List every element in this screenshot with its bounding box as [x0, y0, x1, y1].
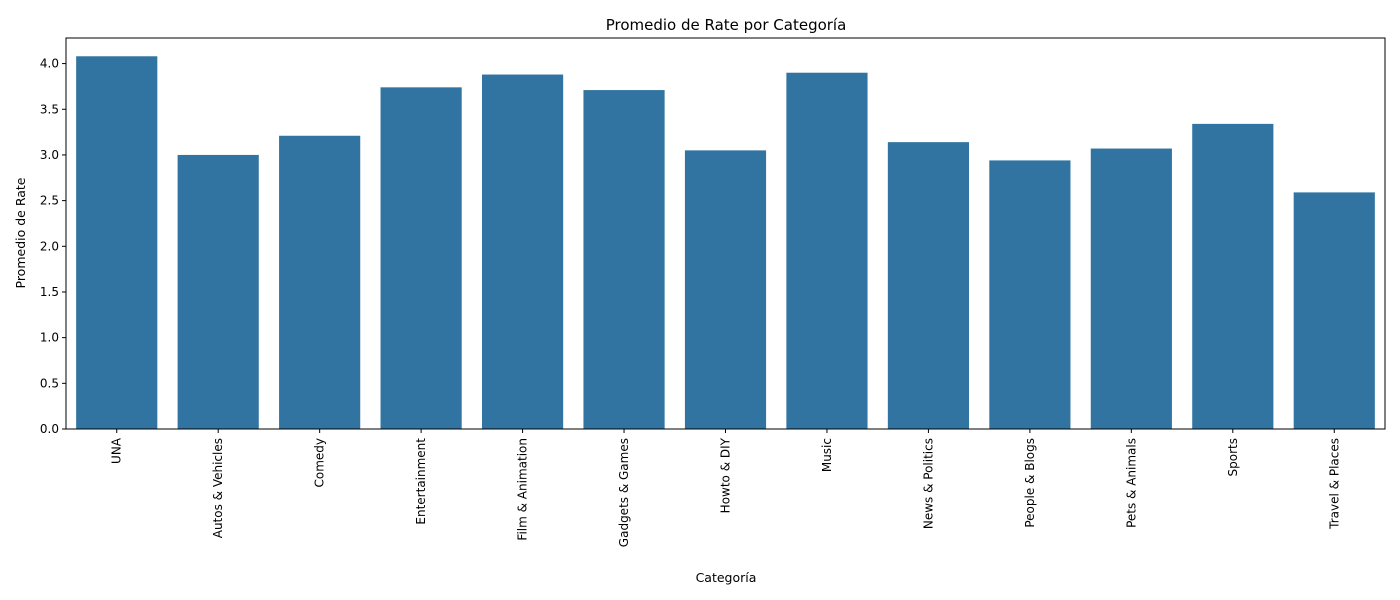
- x-tick-label-12: Travel & Places: [1327, 438, 1341, 530]
- x-tick-label-0: UNA: [110, 437, 124, 464]
- bars-group: [76, 56, 1375, 430]
- x-axis-label: Categoría: [696, 570, 757, 585]
- plot-frame: [65, 37, 1386, 430]
- y-tick-label-4: 2.0: [40, 239, 59, 253]
- y-tick-label-0: 0.0: [40, 422, 59, 436]
- y-tick-label-3: 1.5: [40, 285, 59, 299]
- x-tick-label-1: Autos & Vehicles: [211, 438, 225, 538]
- bar-5: [583, 90, 665, 429]
- y-tick-label-1: 0.5: [40, 376, 59, 390]
- x-tick-label-10: Pets & Animals: [1124, 438, 1138, 528]
- bar-7: [786, 72, 868, 429]
- x-tick-label-7: Music: [820, 438, 834, 472]
- bar-2: [279, 135, 361, 429]
- bar-12: [1293, 192, 1375, 429]
- y-tick-label-2: 1.0: [40, 331, 59, 345]
- bar-8: [887, 142, 970, 429]
- bar-6: [684, 150, 767, 429]
- x-tick-label-3: Entertainment: [414, 438, 428, 525]
- x-tick-label-11: Sports: [1226, 438, 1240, 476]
- bar-1: [177, 154, 259, 430]
- y-tick-label-5: 2.5: [40, 194, 59, 208]
- y-axis: 0.0 0.5 1.0 1.5 2.0 2.5 3.0 3.5 4.0: [40, 57, 66, 436]
- x-tick-label-2: Comedy: [313, 438, 327, 488]
- x-axis: UNA Autos & Vehicles Comedy Entertainment Fi…: [110, 429, 1341, 547]
- chart-title: Promedio de Rate por Categoría: [606, 16, 847, 34]
- x-tick-label-4: Film & Animation: [516, 438, 530, 541]
- y-tick-label-6: 3.0: [40, 148, 59, 162]
- x-tick-label-5: Gadgets & Games: [617, 438, 631, 547]
- x-tick-label-9: People & Blogs: [1023, 438, 1037, 528]
- bar-4: [481, 74, 564, 429]
- y-tick-label-8: 4.0: [40, 57, 59, 71]
- bar-11: [1192, 123, 1274, 429]
- bar-10: [1090, 148, 1172, 429]
- x-tick-label-6: Howto & DIY: [719, 437, 733, 513]
- y-axis-label: Promedio de Rate: [13, 177, 28, 288]
- bar-3: [380, 87, 462, 429]
- y-tick-label-7: 3.5: [40, 102, 59, 116]
- x-tick-label-8: News & Politics: [921, 438, 935, 529]
- bar-0: [76, 56, 158, 429]
- bar-9: [989, 160, 1071, 429]
